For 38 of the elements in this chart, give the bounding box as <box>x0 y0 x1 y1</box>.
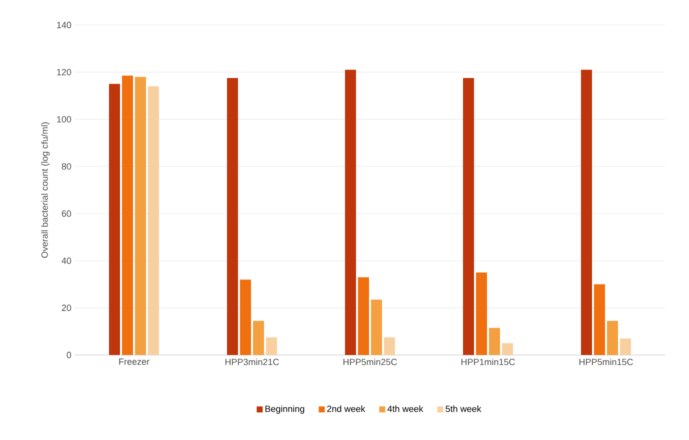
bar <box>135 76 146 356</box>
bar <box>502 343 513 356</box>
bar <box>489 328 500 356</box>
bar <box>122 76 133 356</box>
bar <box>620 338 631 356</box>
y-tick-label: 80 <box>62 163 72 170</box>
x-tick-label: HPP1min15C <box>461 358 515 366</box>
bar <box>358 277 369 356</box>
bar <box>253 320 264 356</box>
bar <box>227 78 238 356</box>
y-tick-label: 140 <box>57 22 72 28</box>
y-tick-label: 20 <box>62 304 72 312</box>
y-tick-label: 60 <box>62 210 72 217</box>
bar <box>476 272 487 356</box>
bar <box>148 86 159 356</box>
x-tick-label: HPP5min15C <box>579 358 633 366</box>
bar <box>109 84 120 356</box>
y-axis-title: Overall bacterial count (log cfu/ml) <box>41 122 50 258</box>
y-tick-label: 120 <box>57 68 72 76</box>
bar <box>240 280 251 356</box>
bar <box>384 337 395 356</box>
bar <box>463 78 474 356</box>
y-tick-label: 40 <box>62 258 72 264</box>
bar <box>266 337 277 356</box>
y-tick-label: 100 <box>57 116 72 122</box>
bar <box>345 70 356 356</box>
bar <box>594 284 605 356</box>
x-tick-label: Freezer <box>119 358 150 365</box>
bar <box>370 300 382 356</box>
legend-label: Beginning <box>265 405 304 414</box>
bar <box>607 320 618 356</box>
y-tick-label: 0 <box>66 352 72 358</box>
x-tick-label: HPP5min25C <box>343 358 397 366</box>
bar <box>581 70 592 356</box>
legend-label: 5th week <box>446 405 482 412</box>
legend-label: 4th week <box>387 405 424 412</box>
x-tick-label: HPP3min21C <box>225 358 279 366</box>
legend-label: 2nd week <box>327 405 366 412</box>
